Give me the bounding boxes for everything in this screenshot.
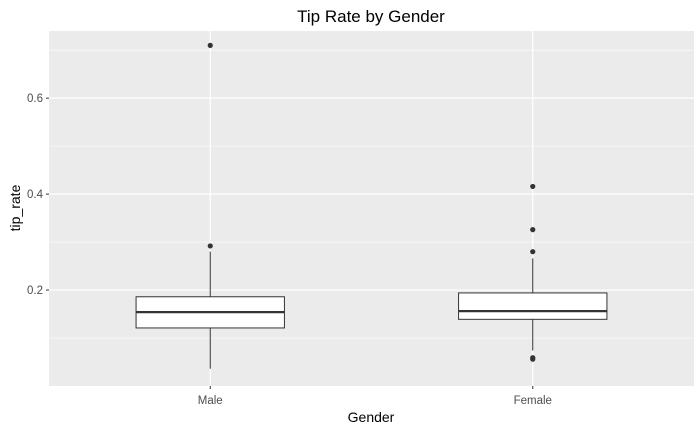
outlier-point — [530, 227, 536, 233]
boxes — [135, 42, 608, 369]
outlier-point — [530, 183, 536, 190]
y-tick-labels: 0.2 0.4 0.6 — [27, 93, 44, 297]
box-female — [458, 183, 608, 362]
y-tick-label: 0.4 — [27, 189, 44, 201]
chart-title: Tip Rate by Gender — [297, 7, 445, 26]
outlier-point — [530, 355, 536, 361]
outlier-point — [530, 249, 536, 255]
x-tick-label: Female — [514, 395, 552, 407]
y-tick-label: 0.6 — [27, 93, 43, 105]
box-male — [135, 42, 285, 369]
outlier-point — [207, 42, 213, 48]
y-axis-title: tip_rate — [7, 184, 23, 231]
outlier-point — [207, 243, 213, 249]
x-tick-labels: Male Female — [198, 395, 552, 407]
iqr-box — [458, 292, 608, 320]
y-tick-label: 0.2 — [27, 285, 43, 297]
plot-panel — [49, 31, 694, 386]
x-axis-title: Gender — [348, 409, 395, 425]
x-tick-label: Male — [198, 395, 223, 407]
